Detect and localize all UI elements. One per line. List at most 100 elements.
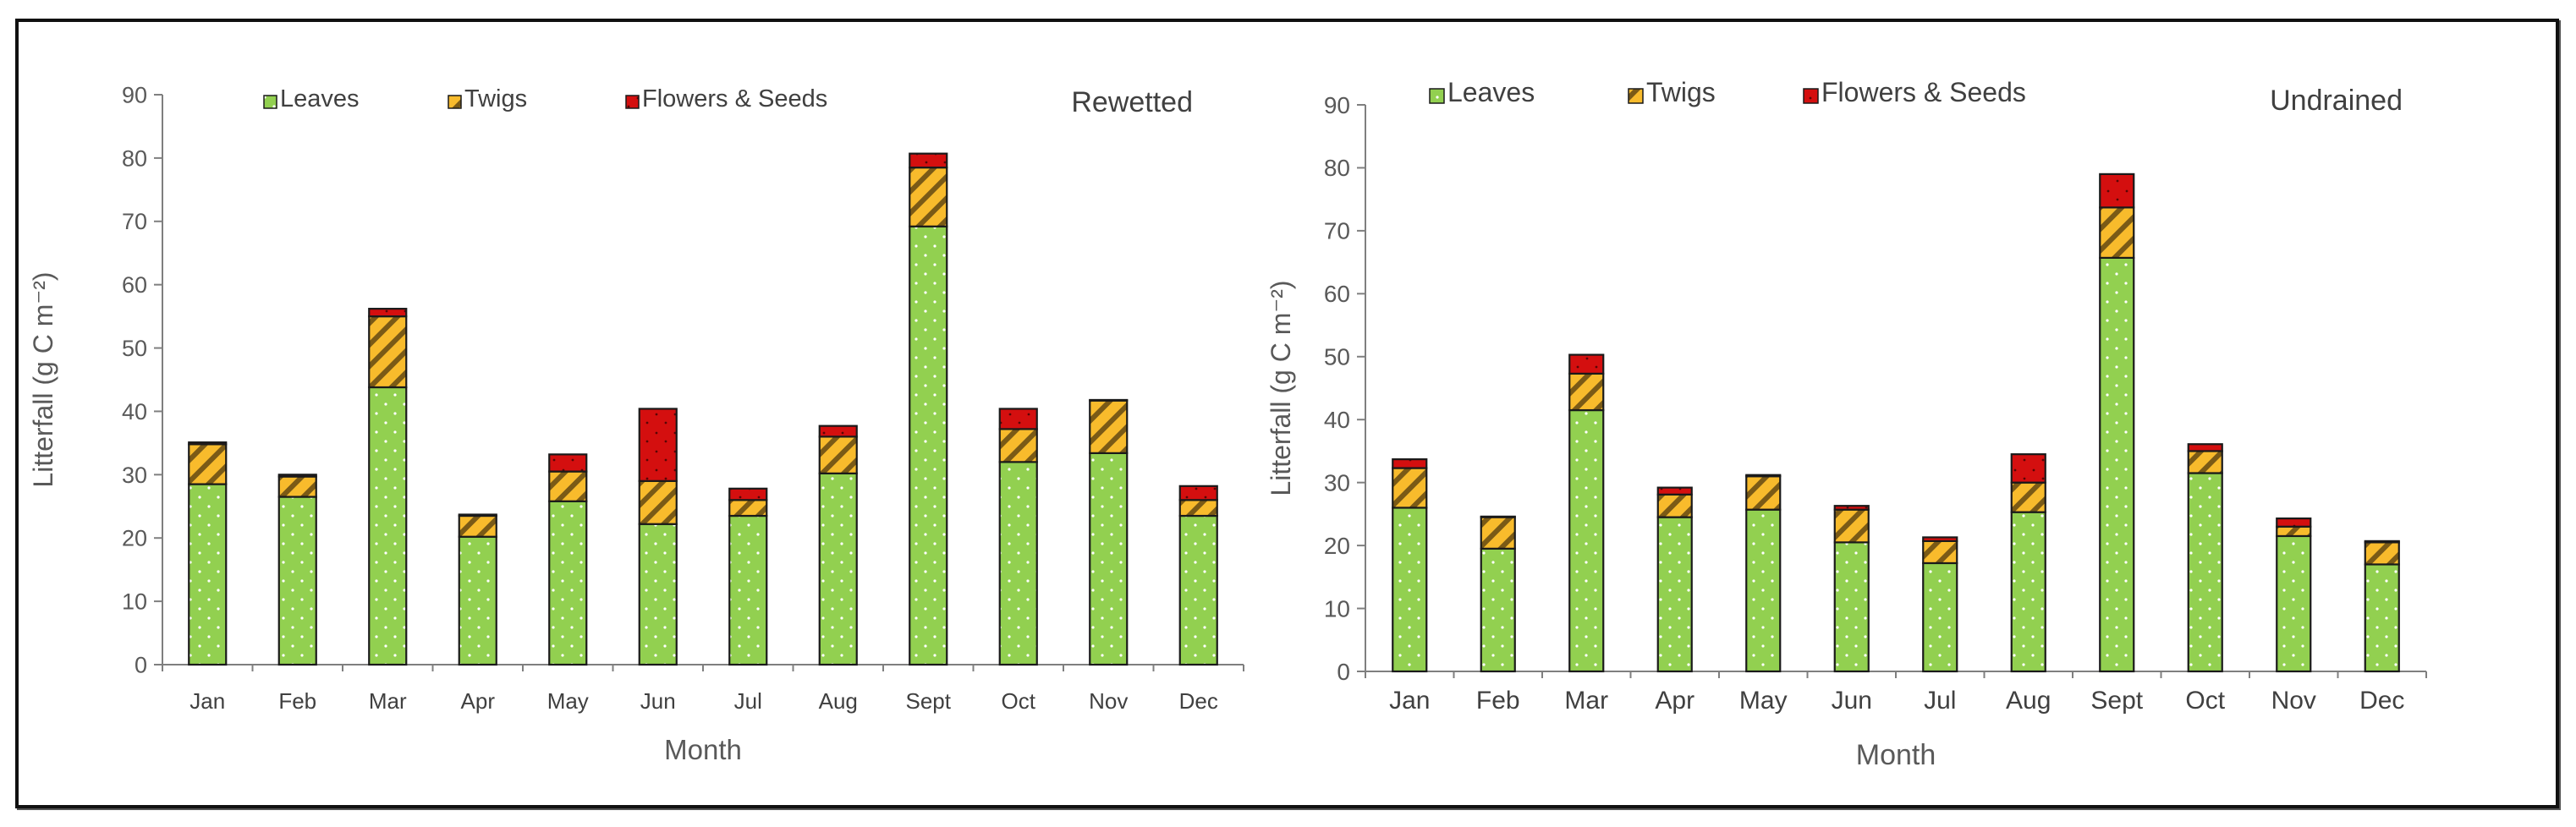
legend-swatch-leaves <box>263 95 277 109</box>
y-tick-label: 30 <box>122 463 147 488</box>
bar-segment-twigs <box>909 167 948 227</box>
bar-segment-flowers-seeds <box>1480 515 1516 518</box>
bar-stack-nov <box>2276 517 2312 673</box>
bar-segment-flowers-seeds <box>1656 486 1693 496</box>
bar-segment-flowers-seeds <box>1922 536 1958 543</box>
bar-stack-jul <box>728 487 768 666</box>
legend-swatch-flowers-seeds <box>1803 88 1819 104</box>
y-tick-label: 20 <box>1324 533 1350 559</box>
bar-segment-twigs <box>458 514 497 538</box>
bar-segment-leaves <box>818 472 858 666</box>
legend-swatch-flowers-seeds <box>625 95 640 109</box>
bar-segment-leaves <box>1568 408 1605 673</box>
x-tick-label: Jul <box>1924 687 1956 715</box>
bar-stack-jul <box>1922 536 1958 673</box>
bar-segment-flowers-seeds <box>2187 443 2223 452</box>
x-tick-label: Jan <box>189 688 225 714</box>
bar-segment-flowers-seeds <box>458 513 497 518</box>
x-tick-label: Feb <box>278 688 316 714</box>
bar-segment-flowers-seeds <box>728 487 768 501</box>
bar-segment-leaves <box>1480 547 1516 673</box>
bar-segment-twigs <box>2010 481 2046 513</box>
legend-swatch-leaves <box>1429 88 1445 104</box>
bar-stack-feb <box>277 474 317 666</box>
y-tick-label: 50 <box>122 336 147 361</box>
bar-stack-jun <box>638 408 678 666</box>
x-tick-label: Jul <box>734 688 762 714</box>
legend-swatch-twigs <box>448 95 462 109</box>
x-axis-title: Month <box>1856 739 1936 771</box>
bar-segment-leaves <box>1178 514 1218 666</box>
bar-segment-twigs <box>1833 508 1870 544</box>
bar-segment-leaves <box>548 500 588 666</box>
bar-segment-leaves <box>2276 534 2312 673</box>
x-tick-label: Apr <box>461 688 496 714</box>
bar-segment-twigs <box>1089 399 1129 454</box>
bar-segment-twigs <box>998 428 1038 463</box>
bar-segment-flowers-seeds <box>188 441 228 446</box>
panel-title: Undrained <box>2270 85 2403 117</box>
bar-segment-flowers-seeds <box>1392 458 1428 469</box>
y-tick-label: 80 <box>122 145 147 171</box>
bar-segment-flowers-seeds <box>2276 517 2312 528</box>
bar-stack-oct <box>2187 443 2223 673</box>
bar-segment-twigs <box>548 470 588 502</box>
y-tick-label: 0 <box>1337 659 1350 685</box>
bar-segment-twigs <box>2276 525 2312 538</box>
bar-segment-leaves <box>2187 472 2223 673</box>
legend-swatch-twigs <box>1628 88 1644 104</box>
bar-segment-twigs <box>1656 493 1693 518</box>
bar-segment-flowers-seeds <box>2099 173 2135 209</box>
panel-title: Rewetted <box>1071 86 1193 118</box>
bar-segment-leaves <box>458 535 497 666</box>
bar-stack-jan <box>1392 458 1428 673</box>
x-tick-label: May <box>1739 687 1788 715</box>
y-tick-label: 70 <box>1324 218 1350 244</box>
bar-stack-may <box>1745 474 1782 673</box>
y-tick-label: 10 <box>1324 595 1350 622</box>
y-axis-title: Litterfall (g C m⁻²) <box>1266 280 1296 496</box>
bar-segment-twigs <box>277 475 317 498</box>
bar-stack-dec <box>1178 485 1218 666</box>
y-tick-label: 0 <box>135 652 147 677</box>
bar-segment-twigs <box>1392 467 1428 509</box>
bar-stack-aug <box>818 424 858 666</box>
y-tick-label: 50 <box>1324 344 1350 370</box>
bar-segment-twigs <box>818 435 858 474</box>
bar-segment-flowers-seeds <box>1745 474 1782 478</box>
legend-label-leaves: Leaves <box>280 85 360 112</box>
legend-label-flowers-seeds: Flowers & Seeds <box>1821 77 2026 107</box>
bar-stack-aug <box>2010 453 2046 673</box>
y-tick-label: 90 <box>1324 92 1350 118</box>
bar-segment-leaves <box>1922 561 1958 673</box>
x-tick-label: Dec <box>1179 688 1218 714</box>
bar-segment-leaves <box>998 461 1038 666</box>
bar-segment-leaves <box>1089 452 1129 666</box>
bar-segment-flowers-seeds <box>548 453 588 473</box>
x-tick-label: Jun <box>1832 687 1872 715</box>
bar-segment-leaves <box>368 386 408 666</box>
bar-segment-flowers-seeds <box>1089 398 1129 402</box>
y-tick-label: 80 <box>1324 155 1350 181</box>
bar-segment-leaves <box>2099 256 2135 673</box>
legend: Leaves Twigs Flowers & Seeds <box>263 85 827 112</box>
figure-frame <box>15 19 2559 808</box>
chart-panel-rewetted: 0 10 20 30 40 50 60 70 80 90 Jan Feb Mar Apr May Jun Jul… <box>28 82 1244 765</box>
bar-stack-mar <box>368 308 408 666</box>
bar-segment-flowers-seeds <box>2010 453 2046 484</box>
x-tick-label: Sept <box>2090 687 2143 715</box>
x-tick-label: Oct <box>1002 688 1036 714</box>
bar-segment-flowers-seeds <box>998 408 1038 430</box>
bar-stack-jun <box>1833 505 1870 673</box>
x-tick-label: Jun <box>640 688 676 714</box>
x-tick-label: Dec <box>2359 687 2404 715</box>
x-tick-label: Jan <box>1389 687 1430 715</box>
x-tick-label: Mar <box>1564 687 1608 715</box>
bar-segment-twigs <box>2187 450 2223 474</box>
x-tick-label: Oct <box>2185 687 2225 715</box>
bar-segment-twigs <box>368 315 408 389</box>
bar-segment-leaves <box>638 523 678 666</box>
legend-label-twigs: Twigs <box>1646 77 1716 107</box>
bar-stack-mar <box>1568 353 1605 673</box>
